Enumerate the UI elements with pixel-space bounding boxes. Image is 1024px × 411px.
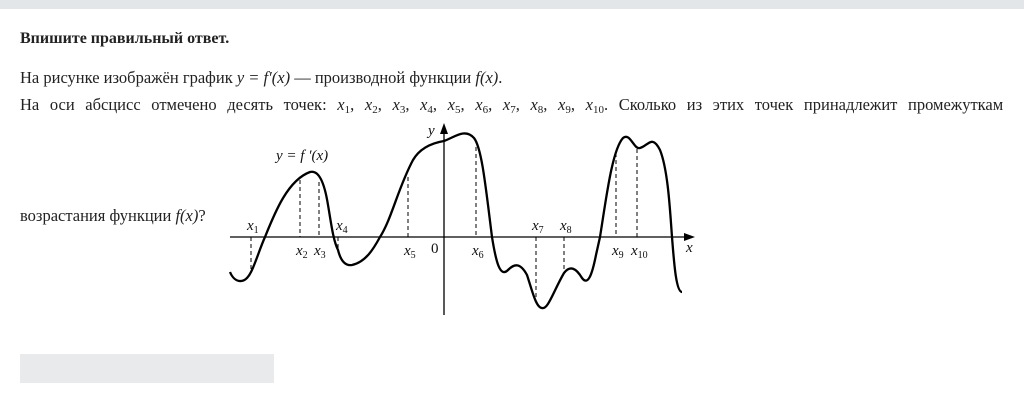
point-x2: x2, [364, 95, 382, 116]
y-axis-arrow-icon [440, 123, 448, 134]
point-guides [250, 147, 638, 297]
point-x8: x8, [530, 95, 548, 116]
text: возрастания функции [20, 206, 176, 225]
point-x4: x4, [420, 95, 438, 116]
y-axis-label: y [426, 123, 435, 139]
formula: y = f′(x) [236, 68, 291, 87]
origin-label: 0 [431, 241, 439, 257]
question-line-2: На оси абсцисс отмечено десять точек: x1… [20, 95, 1004, 116]
point-label-x2: x2 [295, 243, 308, 261]
derivative-curve [228, 132, 683, 310]
text: принадлежит [803, 95, 898, 114]
point-x6: x6, [475, 95, 493, 116]
text: этих [712, 95, 745, 114]
task-title: Впишите правильный ответ. [20, 30, 230, 47]
curve-label: y = f ′(x) [274, 148, 328, 164]
point-x7: x7, [502, 95, 520, 116]
point-label-x6: x6 [471, 243, 484, 261]
text: . [498, 68, 503, 87]
point-label-x1: x1 [246, 218, 259, 236]
text: промежуткам [908, 95, 1004, 114]
point-label-x7: x7 [531, 218, 544, 236]
x-axis-arrow-icon [684, 233, 695, 241]
function-name: f(x) [175, 206, 199, 225]
point-x10: x10. [585, 95, 609, 116]
text: Сколько [618, 95, 677, 114]
point-x3: x3, [392, 95, 410, 116]
point-label-x4: x4 [335, 218, 348, 236]
x-axis-label: x [685, 240, 693, 256]
text: из [686, 95, 703, 114]
point-label-x10: x10 [630, 243, 648, 261]
text: На оси абсцисс отмечено десять точек: [20, 95, 327, 114]
text: ? [198, 206, 206, 225]
text: На рисунке изображён график [20, 68, 237, 87]
text: точек [754, 95, 794, 114]
function-name: f(x) [475, 68, 499, 87]
point-labels: x1 x2 x3 x4 x5 x6 x7 x8 x9 x10 [246, 218, 648, 261]
top-bar [0, 0, 1024, 9]
text: — производной функции [290, 68, 476, 87]
point-label-x3: x3 [313, 243, 326, 261]
point-x1: x1, [337, 95, 355, 116]
point-x5: x5, [447, 95, 465, 116]
question-line-3: возрастания функции f(x)? [20, 206, 206, 226]
point-label-x9: x9 [611, 243, 624, 261]
point-label-x5: x5 [403, 243, 416, 261]
point-x9: x9, [558, 95, 575, 116]
answer-input[interactable] [20, 354, 274, 383]
point-label-x8: x8 [559, 218, 572, 236]
question-line-1: На рисунке изображён график y = f′(x) — … [20, 68, 502, 88]
